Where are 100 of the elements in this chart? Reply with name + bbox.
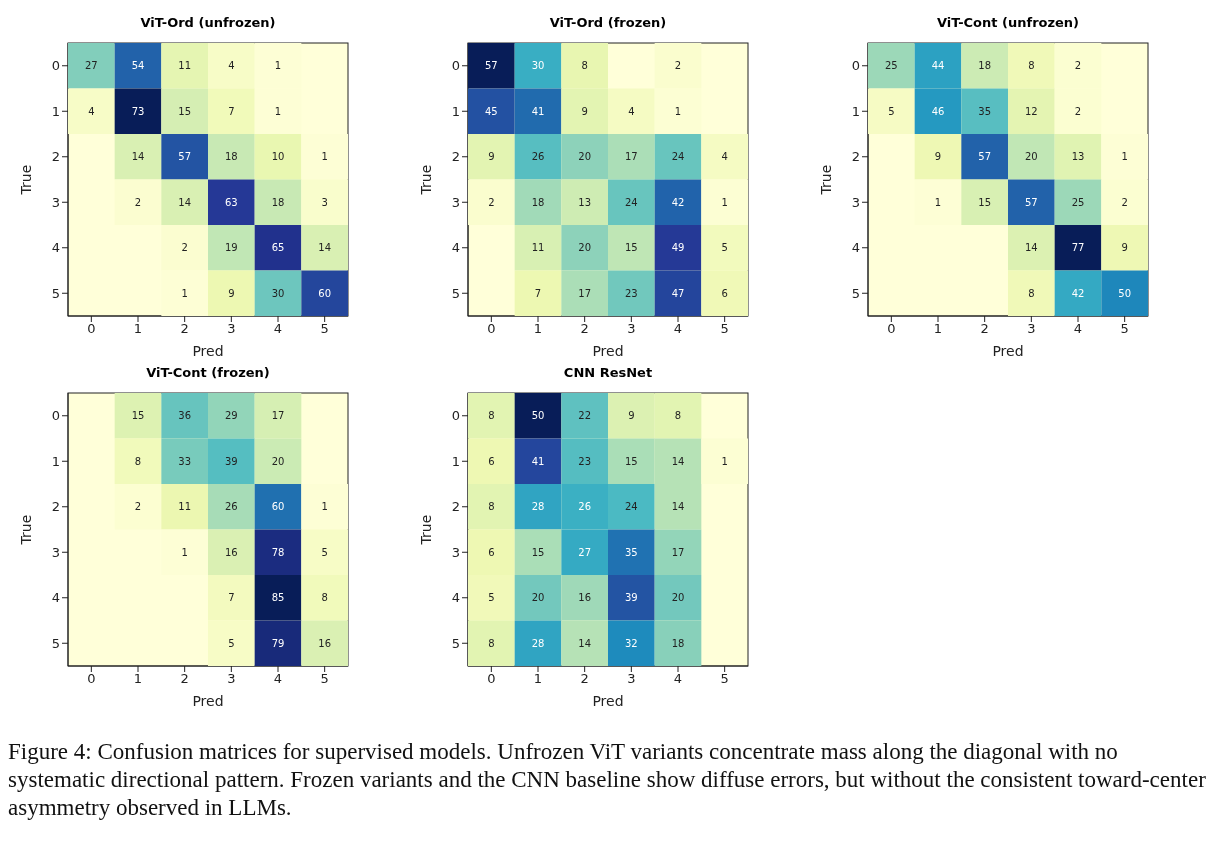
data-label: 18	[271, 196, 285, 208]
data-label: 13	[578, 196, 592, 208]
data-label: 85	[271, 592, 285, 604]
data-label: 7	[228, 592, 235, 604]
data-label: 18	[978, 60, 992, 72]
data-label: 57	[978, 151, 992, 163]
data-label: 12	[1024, 105, 1038, 117]
y-tick-label: 2	[51, 149, 60, 165]
data-label: 1	[181, 287, 188, 299]
chart-title: ViT-Cont (frozen)	[145, 364, 271, 382]
data-label: 8	[488, 637, 495, 649]
y-tick-label: 5	[851, 285, 860, 301]
x-tick-label: 3	[627, 671, 636, 687]
y-tick-label: 4	[51, 240, 60, 256]
data-label: 73	[131, 105, 145, 117]
data-label: 9	[934, 151, 942, 163]
data-label: 1	[274, 60, 282, 72]
data-label: 65	[271, 242, 285, 254]
y-axis-title: True	[17, 514, 34, 546]
data-label: 7	[228, 105, 235, 117]
data-label: 11	[178, 501, 192, 513]
data-label: 9	[228, 287, 235, 299]
y-tick-label: 0	[851, 58, 860, 74]
x-tick-label: 4	[673, 321, 683, 337]
data-label: 26	[531, 151, 545, 163]
data-label: 10	[271, 151, 285, 163]
data-label: 2	[134, 501, 142, 513]
x-tick-label: 1	[533, 671, 543, 687]
data-label: 5	[888, 105, 895, 117]
data-label: 14	[578, 637, 592, 649]
y-tick-label: 3	[451, 194, 460, 210]
data-label: 11	[531, 242, 545, 254]
data-label: 50	[1118, 287, 1132, 299]
x-tick-label: 3	[1027, 321, 1036, 337]
y-tick-label: 1	[451, 103, 460, 119]
data-label: 44	[931, 60, 945, 72]
data-label: 9	[1121, 242, 1128, 254]
data-label: 79	[271, 637, 285, 649]
data-label: 1	[674, 105, 682, 117]
data-label: 2	[488, 196, 495, 208]
data-label: 35	[978, 105, 992, 117]
data-label: 2	[1074, 60, 1082, 72]
data-label: 20	[578, 151, 592, 163]
data-label: 1	[181, 546, 188, 558]
data-label: 26	[578, 501, 592, 513]
x-tick-label: 0	[487, 321, 496, 337]
data-label: 15	[178, 105, 192, 117]
data-label: 25	[884, 60, 898, 72]
x-tick-label: 4	[673, 671, 683, 687]
y-tick-label: 5	[451, 635, 460, 651]
data-label: 8	[581, 60, 588, 72]
data-label: 9	[581, 105, 588, 117]
data-label: 17	[271, 410, 285, 422]
x-tick-label: 0	[887, 321, 896, 337]
data-label: 7	[534, 287, 542, 299]
data-label: 14	[178, 196, 192, 208]
data-label: 54	[131, 60, 145, 72]
data-label: 18	[671, 637, 685, 649]
data-label: 13	[1071, 151, 1085, 163]
y-tick-label: 0	[51, 58, 60, 74]
data-label: 14	[131, 151, 145, 163]
y-axis-title: True	[417, 514, 434, 546]
x-tick-label: 2	[980, 321, 989, 337]
x-tick-label: 0	[87, 321, 96, 337]
data-label: 39	[624, 592, 638, 604]
data-label: 11	[178, 60, 192, 72]
data-label: 6	[488, 455, 495, 467]
data-label: 45	[484, 105, 498, 117]
data-label: 24	[624, 501, 638, 513]
data-label: 4	[228, 60, 235, 72]
data-label: 78	[271, 546, 285, 558]
data-label: 14	[671, 455, 685, 467]
chart-title: ViT-Ord (unfrozen)	[139, 14, 277, 32]
data-label: 42	[671, 196, 685, 208]
x-tick-label: 5	[720, 321, 729, 337]
data-label: 4	[721, 151, 728, 163]
caption: Figure 4: Confusion matrices for supervised models. Unfrozen ViT variants concentrate mass along the diagonal with no systematic directional pattern. Frozen variants and the CNN baseline show diffuse errors, but without the consistent toward-center asymmetry observed in LLMs.	[8, 738, 1207, 822]
y-tick-label: 3	[451, 544, 460, 560]
data-label: 23	[624, 287, 638, 299]
data-label: 28	[531, 637, 545, 649]
data-label: 41	[531, 455, 545, 467]
data-label: 16	[224, 546, 238, 558]
data-label: 8	[488, 410, 495, 422]
data-label: 15	[624, 242, 638, 254]
data-label: 1	[321, 501, 328, 513]
x-tick-label: 2	[580, 671, 589, 687]
data-label: 4	[88, 105, 95, 117]
data-label: 18	[224, 151, 238, 163]
y-tick-label: 4	[51, 590, 60, 606]
data-label: 6	[488, 546, 495, 558]
chart-title: CNN ResNet	[562, 364, 654, 382]
data-label: 9	[628, 410, 635, 422]
data-label: 20	[271, 455, 285, 467]
y-tick-label: 2	[851, 149, 860, 165]
y-tick-label: 0	[451, 58, 460, 74]
data-label: 2	[674, 60, 682, 72]
x-axis-title: Pred	[592, 343, 624, 359]
data-label: 15	[624, 455, 638, 467]
data-label: 20	[531, 592, 545, 604]
data-label: 57	[178, 151, 192, 163]
